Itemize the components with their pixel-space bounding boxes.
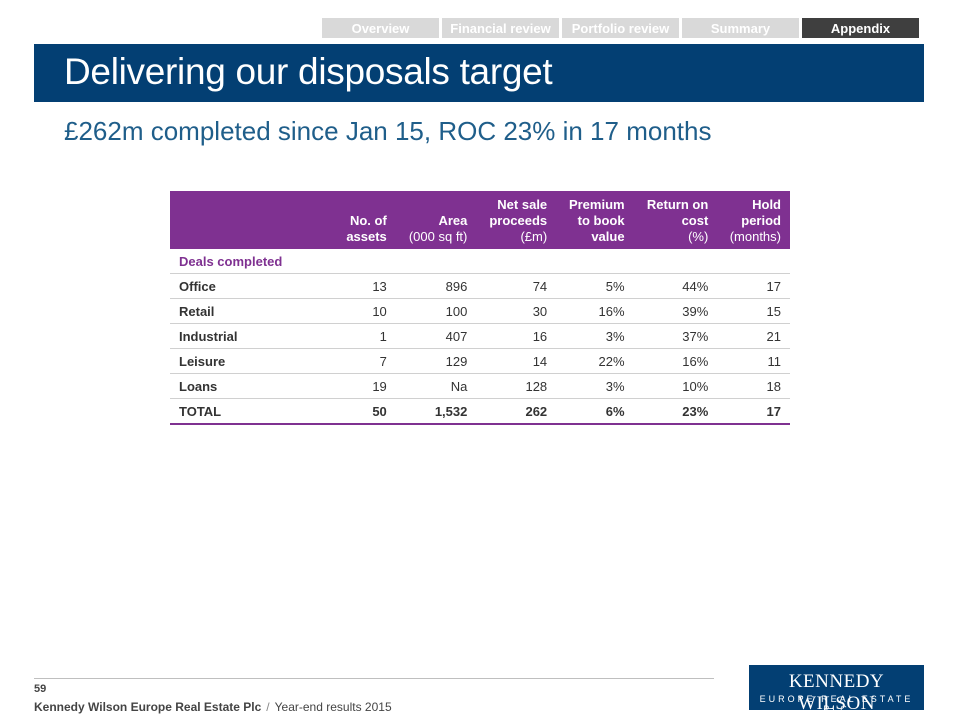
table-row: Retail 10 100 30 16% 39% 15 — [170, 298, 790, 324]
cell: 16 — [476, 323, 557, 349]
cell: 22% — [556, 348, 634, 374]
cell: 407 — [395, 323, 477, 349]
header-no-of-assets: No. of assets — [335, 191, 396, 249]
total-cell: 262 — [476, 398, 557, 425]
cell: 128 — [476, 373, 557, 399]
cell: 3% — [556, 373, 634, 399]
tab-financial-review[interactable]: Financial review — [442, 18, 559, 38]
logo-subtitle: EUROPE REAL ESTATE PLC — [759, 694, 914, 714]
header-net-sale-proceeds: Net sale proceeds (£m) — [476, 191, 557, 249]
total-cell: 1,532 — [395, 398, 477, 425]
cell: 1 — [335, 323, 396, 349]
logo-name: KENNEDY WILSON — [788, 671, 885, 714]
cell: 19 — [335, 373, 396, 399]
cell: 74 — [476, 273, 557, 299]
kennedy-wilson-logo: KENNEDY WILSON EUROPE REAL ESTATE PLC — [749, 665, 924, 714]
row-label: Office — [170, 273, 335, 299]
cell: Na — [395, 373, 477, 399]
table-row: Leisure 7 129 14 22% 16% 11 — [170, 348, 790, 374]
total-cell: 6% — [556, 398, 634, 425]
section-nav: Overview Financial review Portfolio revi… — [322, 18, 919, 38]
cell: 129 — [395, 348, 477, 374]
cell: 16% — [556, 298, 634, 324]
page-title: Delivering our disposals target — [64, 51, 553, 92]
footer-caption: Kennedy Wilson Europe Real Estate Plc / Ye… — [34, 700, 392, 714]
table-header-row: No. of assets Area (000 sq ft) Net sale pro… — [170, 191, 790, 249]
total-cell: 17 — [717, 398, 790, 425]
cell: 10% — [633, 373, 718, 399]
page-number: 59 — [34, 683, 47, 695]
cell: 14 — [476, 348, 557, 374]
section-row-deals-completed: Deals completed — [170, 249, 790, 274]
footer-company: Kennedy Wilson Europe Real Estate Plc — [34, 700, 262, 714]
total-cell: 23% — [633, 398, 718, 425]
footer-document: Year-end results 2015 — [274, 700, 392, 714]
row-label: Leisure — [170, 348, 335, 374]
total-cell: 50 — [335, 398, 396, 425]
cell: 17 — [717, 273, 790, 299]
cell: 896 — [395, 273, 477, 299]
footer-separator: / — [266, 700, 270, 714]
cell: 18 — [717, 373, 790, 399]
cell: 39% — [633, 298, 718, 324]
cell: 11 — [717, 348, 790, 374]
row-label: Retail — [170, 298, 335, 324]
row-label: Industrial — [170, 323, 335, 349]
cell: 7 — [335, 348, 396, 374]
title-bar: Delivering our disposals target — [34, 44, 924, 102]
cell: 21 — [717, 323, 790, 349]
cell: 44% — [633, 273, 718, 299]
header-return-on-cost: Return on cost (%) — [633, 191, 718, 249]
total-label: TOTAL — [170, 398, 335, 425]
table-row: Industrial 1 407 16 3% 37% 21 — [170, 323, 790, 349]
cell: 3% — [556, 323, 634, 349]
cell: 10 — [335, 298, 396, 324]
cell: 37% — [633, 323, 718, 349]
cell: 100 — [395, 298, 477, 324]
cell: 15 — [717, 298, 790, 324]
tab-overview[interactable]: Overview — [322, 18, 439, 38]
table-row: Office 13 896 74 5% 44% 17 — [170, 273, 790, 299]
cell: 16% — [633, 348, 718, 374]
tab-appendix[interactable]: Appendix — [802, 18, 919, 38]
header-area: Area (000 sq ft) — [395, 191, 477, 249]
cell: 13 — [335, 273, 396, 299]
section-label: Deals completed — [170, 249, 790, 274]
tab-summary[interactable]: Summary — [682, 18, 799, 38]
row-label: Loans — [170, 373, 335, 399]
header-blank — [170, 191, 335, 249]
page-subtitle: £262m completed since Jan 15, ROC 23% in… — [64, 116, 712, 146]
tab-portfolio-review[interactable]: Portfolio review — [562, 18, 679, 38]
cell: 30 — [476, 298, 557, 324]
disposals-table: No. of assets Area (000 sq ft) Net sale pro… — [170, 191, 790, 425]
header-hold-period: Hold period (months) — [717, 191, 790, 249]
cell: 5% — [556, 273, 634, 299]
table-total-row: TOTAL 50 1,532 262 6% 23% 17 — [170, 398, 790, 425]
footer-divider — [34, 678, 714, 679]
header-premium-to-book: Premium to book value — [556, 191, 634, 249]
table-row: Loans 19 Na 128 3% 10% 18 — [170, 373, 790, 399]
